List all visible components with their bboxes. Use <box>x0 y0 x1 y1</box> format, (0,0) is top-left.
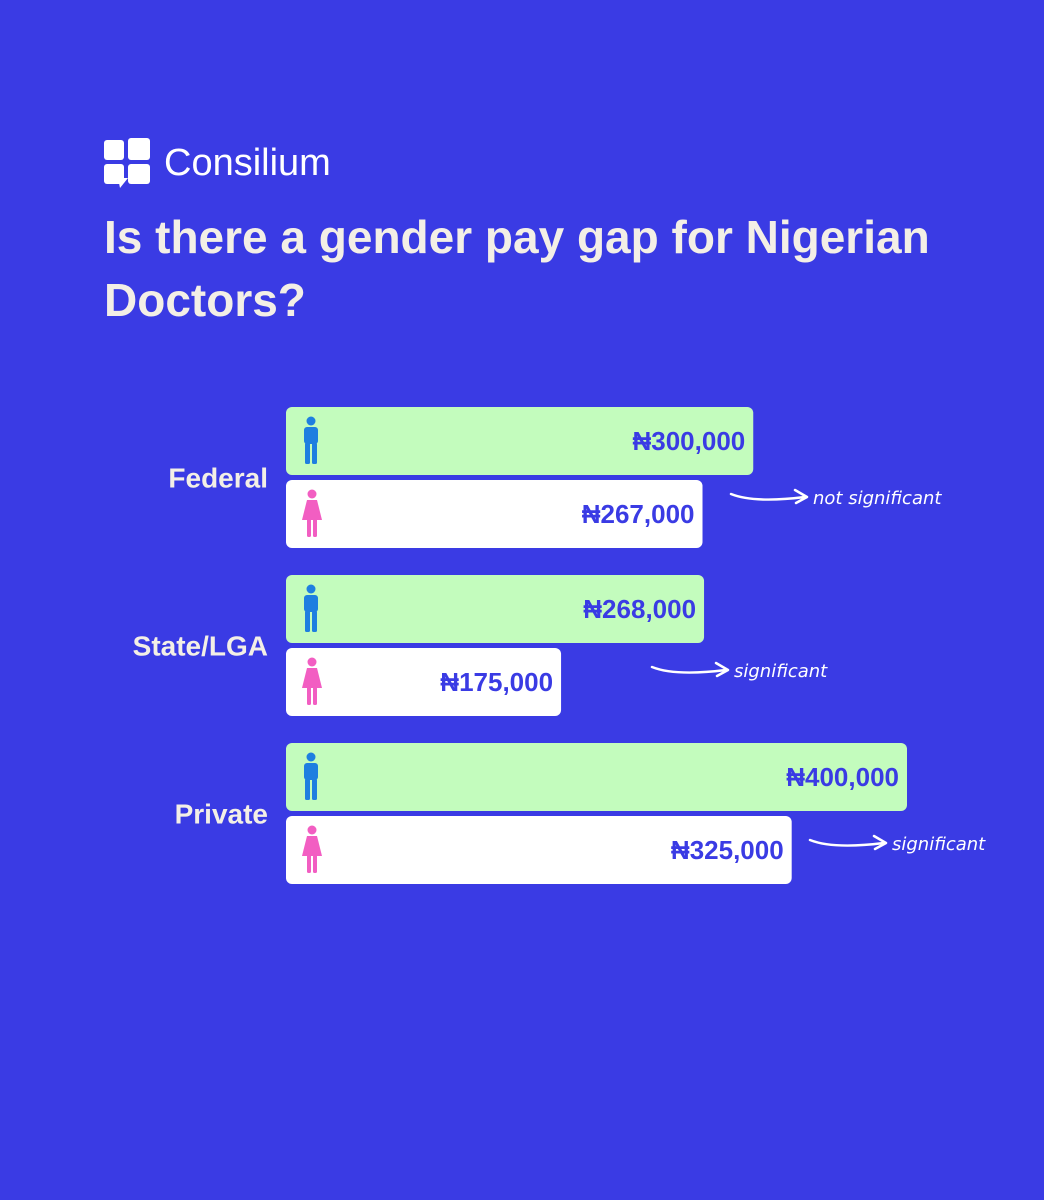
brand-name: Consilium <box>164 142 331 184</box>
annotation-label: significant <box>892 834 986 855</box>
value-label: ₦325,000 <box>671 835 784 865</box>
female-bar <box>286 480 703 548</box>
consilium-logo-icon <box>104 138 150 188</box>
brand: Consilium <box>104 138 331 188</box>
value-label: ₦267,000 <box>582 499 695 529</box>
annotation-arrow <box>650 661 730 678</box>
value-label: ₦400,000 <box>786 762 899 792</box>
male-bar <box>286 743 907 811</box>
value-label: ₦300,000 <box>632 426 745 456</box>
male-icon <box>304 752 318 800</box>
female-bar <box>286 648 562 716</box>
male-bar <box>286 575 705 643</box>
annotation-arrow <box>729 488 809 505</box>
value-label: ₦175,000 <box>440 667 553 697</box>
chart-title: Is there a gender pay gap for Nigerian D… <box>104 211 930 326</box>
male-icon <box>304 584 318 632</box>
female-icon <box>302 825 322 873</box>
male-icon <box>304 416 318 464</box>
value-label: ₦268,000 <box>583 594 696 624</box>
category-label: Federal <box>168 463 268 494</box>
category-label: Private <box>175 799 268 830</box>
category-label: State/LGA <box>133 631 268 662</box>
annotation-label: not significant <box>813 488 942 509</box>
annotation-arrow <box>808 834 888 851</box>
male-bar <box>286 407 754 475</box>
female-icon <box>302 657 322 705</box>
female-icon <box>302 489 322 537</box>
annotation-label: significant <box>734 661 828 682</box>
female-bar <box>286 816 792 884</box>
